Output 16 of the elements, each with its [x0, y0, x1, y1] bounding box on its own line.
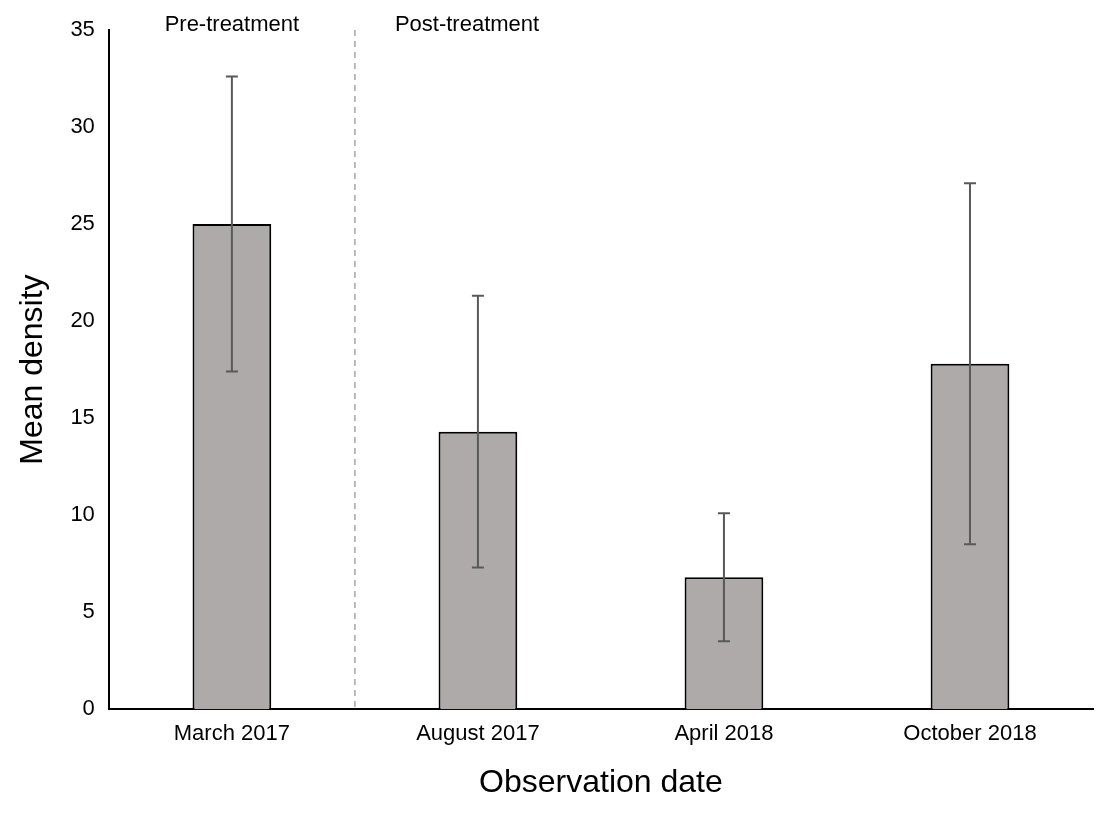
y-tick-label: 15	[70, 404, 95, 430]
x-tick-label: October 2018	[903, 720, 1037, 746]
y-tick-label: 25	[70, 210, 95, 236]
y-tick-label: 20	[70, 307, 95, 333]
y-tick-label: 30	[70, 113, 95, 139]
x-tick-label: August 2017	[416, 720, 540, 746]
annotation: Pre-treatment	[164, 11, 300, 37]
annotation: Post-treatment	[394, 11, 540, 37]
x-axis-title: Observation date	[479, 762, 723, 799]
y-tick-label: 0	[82, 695, 95, 721]
y-tick-label: 5	[82, 598, 95, 624]
y-axis-title: Mean density	[13, 274, 50, 465]
x-tick-label: March 2017	[173, 720, 290, 746]
y-tick-label: 35	[70, 16, 95, 42]
y-tick-label: 10	[70, 501, 95, 527]
x-tick-label: April 2018	[674, 720, 774, 746]
